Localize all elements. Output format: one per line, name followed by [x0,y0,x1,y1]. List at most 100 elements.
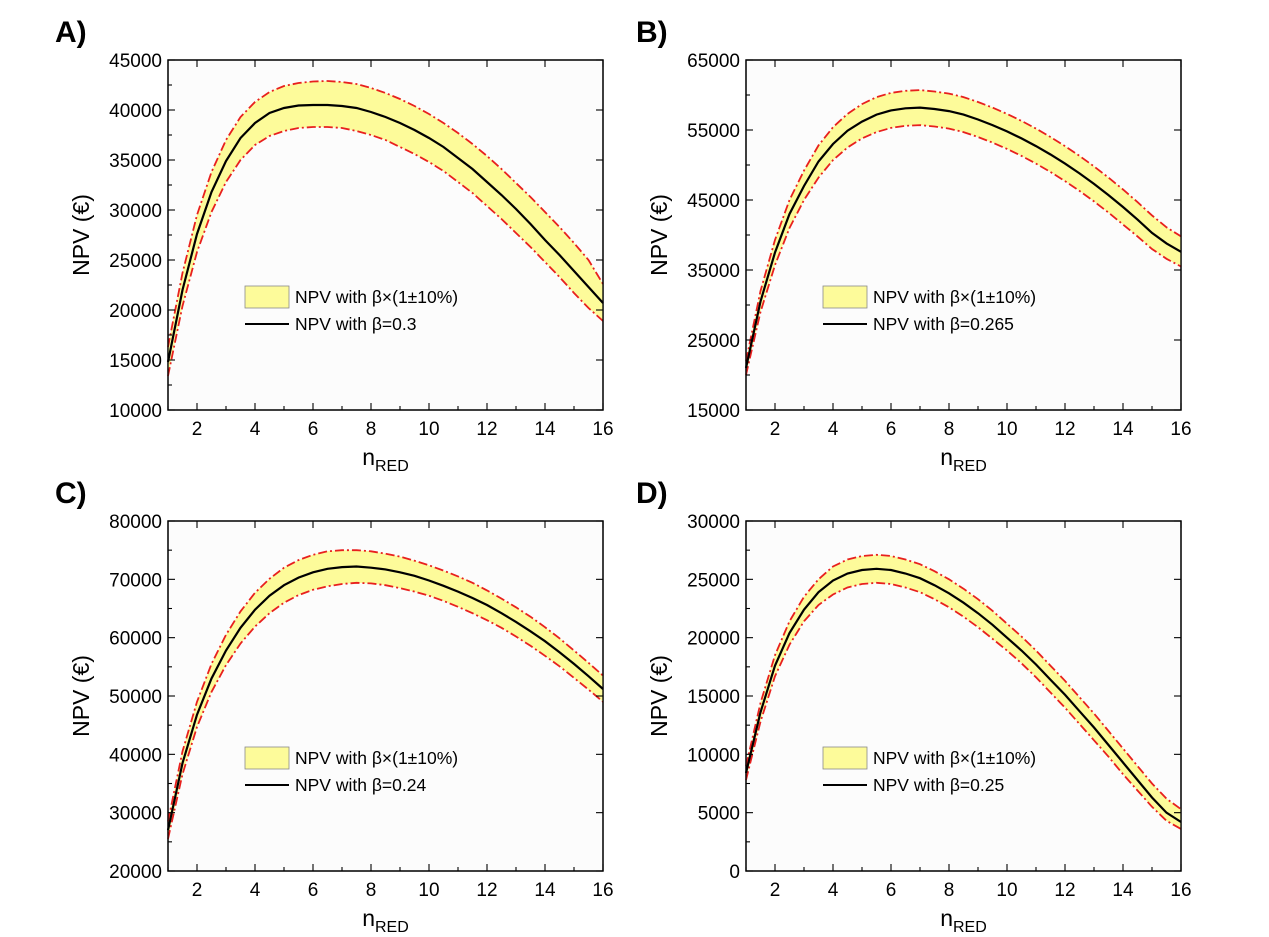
central-npv-line [744,106,1182,369]
x-axis-title: nRED [362,444,409,475]
chart-panel-3: D) 2 4 6 8 10 12 14 16 0 5000 10000 15000 20000 25000 3… [636,477,1192,936]
y-tick-label: 70000 [109,570,162,591]
central-npv-line [744,567,1182,823]
y-tick-label: 35000 [687,261,740,282]
lower-bound-line [745,124,1182,376]
x-tick-label: 16 [592,419,613,440]
y-tick-label: 35000 [109,151,162,172]
x-tick-label: 10 [418,419,439,440]
y-tick-label: 65000 [687,51,740,72]
central-npv-line [166,565,604,831]
legend-band-label: NPV with β×(1±10%) [295,748,458,768]
y-tick-label: 40000 [109,745,162,766]
x-tick-label: 12 [1054,419,1075,440]
x-tick-label: 6 [308,419,319,440]
y-tick-label: 40000 [109,101,162,122]
legend-line-label: NPV with β=0.265 [873,314,1014,334]
x-tick-label: 12 [1054,880,1075,901]
chart-panel-1: B) 2 4 6 8 10 12 14 16 15000 25000 35000 45000 55000 6… [636,16,1192,475]
x-axis-title: nRED [940,444,987,475]
panel-letter: B) [636,16,668,49]
y-tick-label: 45000 [687,191,740,212]
legend-line-label: NPV with β=0.24 [295,775,426,795]
lower-bound-line [745,581,1182,830]
y-tick-label: 25000 [109,251,162,272]
uncertainty-band [168,550,603,839]
x-axis-title-main: n [940,905,953,931]
lower-bound-line [167,581,604,840]
legend-line-label: NPV with β=0.25 [873,775,1004,795]
y-axis-title: NPV (€) [646,655,672,737]
x-tick-label: 14 [1112,419,1134,440]
y-tick-label: 10000 [109,401,162,422]
x-tick-label: 4 [250,880,261,901]
x-axis-title-subscript: RED [375,458,409,475]
upper-bound-line [167,80,604,348]
upper-bound-line [167,549,604,822]
upper-bound-line [745,553,1182,810]
x-tick-label: 12 [476,419,497,440]
chart-panel-0: A) 2 4 6 8 10 12 14 16 10000 15000 20000 25000 30000 3… [55,16,614,475]
x-axis-title-main: n [362,905,375,931]
x-tick-label: 12 [476,880,497,901]
y-tick-label: 15000 [687,401,740,422]
legend-band-swatch [244,746,290,770]
panel-letter: C) [55,477,87,510]
y-tick-label: 10000 [687,745,740,766]
y-tick-label: 15000 [687,687,740,708]
x-tick-label: 4 [828,880,839,901]
legend-band-label: NPV with β×(1±10%) [873,748,1036,768]
x-axis-title-subscript: RED [953,458,987,475]
panel-letter: D) [636,477,668,510]
x-tick-label: 6 [308,880,319,901]
x-axis-title-main: n [362,444,375,470]
y-tick-label: 55000 [687,121,740,142]
uncertainty-band [746,554,1181,829]
x-tick-label: 8 [944,880,955,901]
y-axis-title: NPV (€) [68,655,94,737]
panel-letter: A) [55,16,87,49]
y-tick-label: 5000 [698,804,740,825]
x-tick-label: 2 [770,419,781,440]
x-axis-title-subscript: RED [953,919,987,936]
legend-band-swatch [822,746,868,770]
uncertainty-band [746,90,1181,375]
x-tick-label: 4 [828,419,839,440]
x-tick-label: 2 [192,419,203,440]
x-tick-label: 2 [192,880,203,901]
y-tick-label: 45000 [109,51,162,72]
x-axis-title-subscript: RED [375,919,409,936]
y-tick-label: 25000 [687,570,740,591]
x-tick-label: 8 [366,419,377,440]
chart-panel-2: C) 2 4 6 8 10 12 14 16 20000 30000 40000 50000 60000 7… [55,477,614,936]
y-tick-label: 25000 [687,331,740,352]
plot-area [745,520,1182,872]
y-tick-label: 30000 [687,512,740,533]
x-tick-label: 8 [366,880,377,901]
y-tick-label: 0 [729,862,740,883]
y-tick-label: 60000 [109,629,162,650]
x-tick-label: 6 [886,880,897,901]
y-tick-label: 15000 [109,351,162,372]
legend-band-swatch [244,285,290,309]
x-tick-label: 14 [534,880,556,901]
x-tick-label: 6 [886,419,897,440]
x-tick-label: 16 [1170,880,1191,901]
x-axis-title-main: n [940,444,953,470]
upper-bound-line [745,89,1182,362]
y-tick-label: 20000 [109,301,162,322]
x-axis-title: nRED [362,905,409,936]
x-tick-label: 10 [418,880,439,901]
legend-band-label: NPV with β×(1±10%) [295,287,458,307]
x-tick-label: 4 [250,419,261,440]
x-tick-label: 2 [770,880,781,901]
x-tick-label: 16 [1170,419,1191,440]
y-tick-label: 80000 [109,512,162,533]
legend-band-label: NPV with β×(1±10%) [873,287,1036,307]
central-npv-line [166,103,604,363]
y-axis-title: NPV (€) [646,194,672,276]
x-tick-label: 10 [996,419,1017,440]
y-tick-label: 50000 [109,687,162,708]
y-tick-label: 20000 [687,629,740,650]
